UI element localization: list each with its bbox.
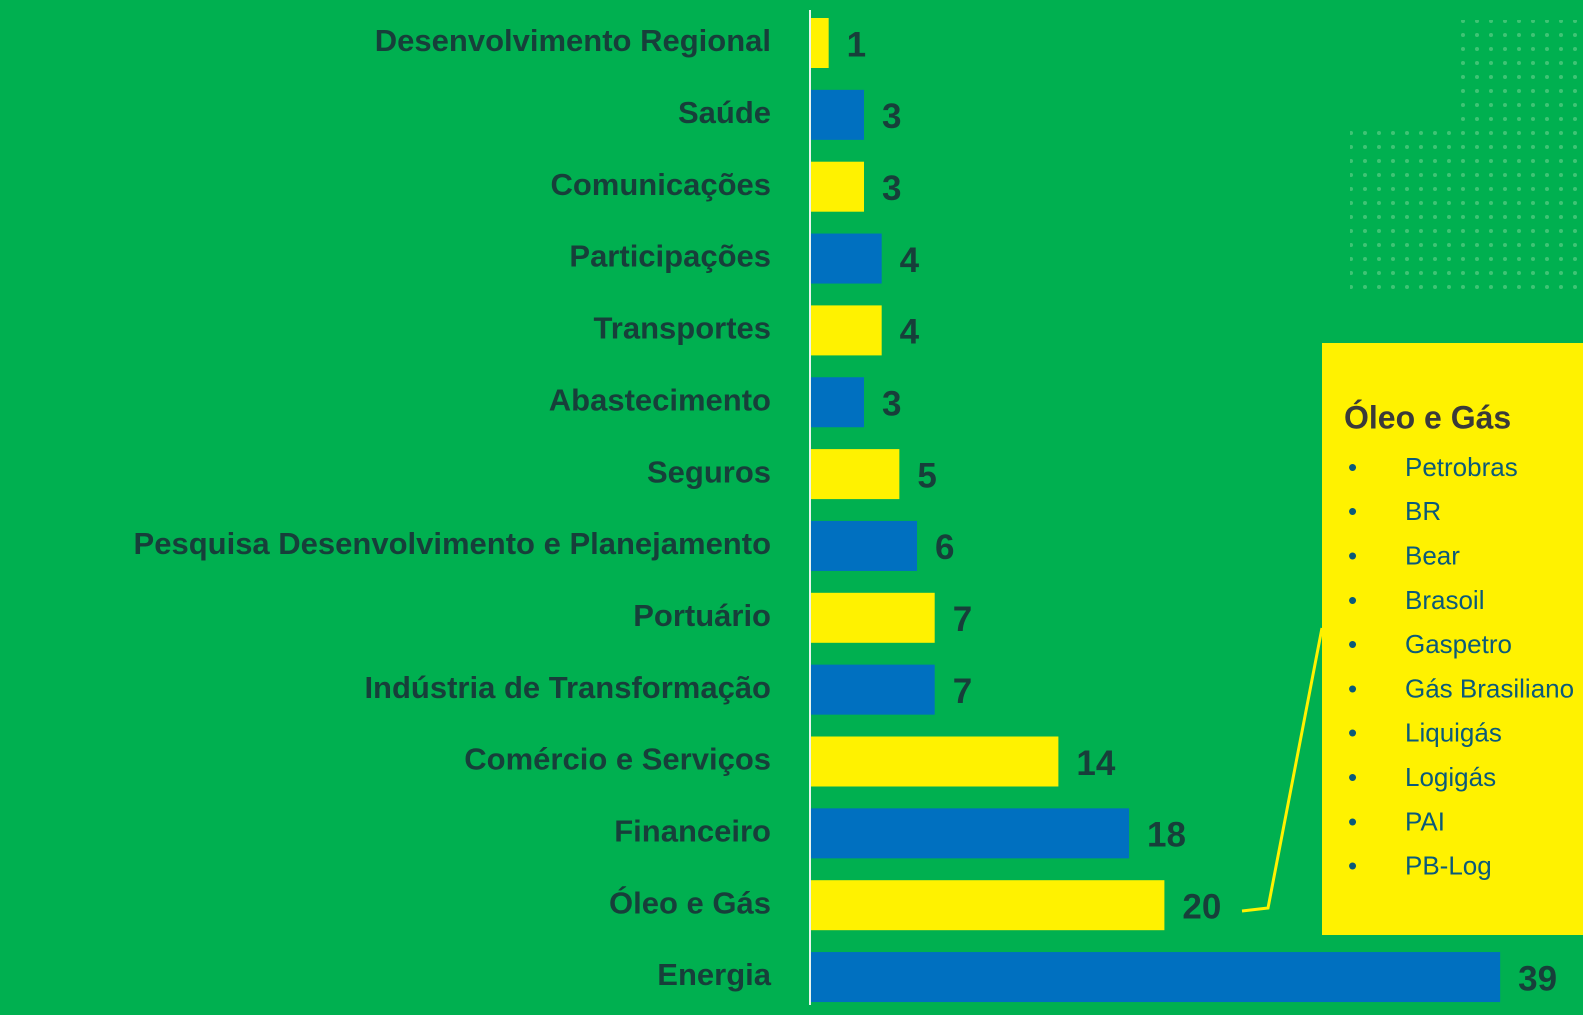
annotation-item: BR: [1405, 496, 1441, 526]
dot-pattern: [1350, 130, 1583, 290]
category-label: Pesquisa Desenvolvimento e Planejamento: [134, 526, 771, 561]
bullet: •: [1348, 452, 1357, 482]
bar: [811, 89, 865, 140]
bullet: •: [1348, 806, 1357, 836]
category-label: Saúde: [678, 95, 771, 130]
value-label: 14: [1076, 744, 1115, 783]
category-label: Abastecimento: [549, 382, 771, 417]
annotation-item: Petrobras: [1405, 452, 1518, 482]
annotation-connector: [1241, 627, 1324, 913]
bullet: •: [1348, 718, 1357, 748]
bullet: •: [1348, 673, 1357, 703]
category-label: Seguros: [647, 454, 771, 489]
value-label: 4: [900, 313, 920, 352]
category-label: Comércio e Serviços: [464, 742, 771, 777]
bar: [811, 305, 882, 356]
annotation-item: Bear: [1405, 540, 1460, 570]
value-label: 18: [1147, 816, 1186, 855]
bullet: •: [1348, 585, 1357, 615]
annotation-item: Liquigás: [1405, 718, 1502, 748]
annotation-title: Óleo e Gás: [1344, 399, 1511, 435]
bar: [811, 449, 900, 500]
category-label: Indústria de Transformação: [364, 670, 771, 705]
value-label: 7: [953, 672, 972, 711]
annotation-item: PB-Log: [1405, 851, 1492, 881]
value-label: 5: [917, 456, 936, 495]
bar: [811, 233, 882, 284]
bullet: •: [1348, 851, 1357, 881]
category-label: Óleo e Gás: [609, 884, 771, 920]
value-label: 1: [847, 25, 866, 64]
bullet: •: [1348, 762, 1357, 792]
bar: [811, 377, 865, 428]
category-label: Portuário: [633, 598, 771, 633]
bar: [811, 664, 935, 715]
bar: [811, 808, 1130, 859]
dot-pattern: [1460, 20, 1583, 130]
bar: [811, 161, 865, 212]
value-label: 20: [1182, 887, 1221, 926]
bar: [811, 880, 1165, 931]
annotation-item: Logigás: [1405, 762, 1496, 792]
category-label: Comunicações: [550, 167, 771, 202]
value-label: 6: [935, 528, 954, 567]
bar: [811, 520, 918, 571]
bar: [811, 736, 1059, 787]
bar: [811, 592, 935, 643]
annotation-item: Brasoil: [1405, 585, 1484, 615]
annotation-item: PAI: [1405, 806, 1445, 836]
bullet: •: [1348, 629, 1357, 659]
category-label: Transportes: [594, 311, 771, 346]
value-label: 3: [882, 97, 901, 136]
value-label: 39: [1518, 959, 1557, 998]
value-label: 4: [900, 241, 920, 280]
bar: [811, 18, 829, 68]
category-label: Desenvolvimento Regional: [375, 23, 771, 58]
value-label: 7: [953, 600, 972, 639]
bar: [811, 952, 1501, 1003]
annotation-item: Gás Brasiliano: [1405, 673, 1574, 703]
category-label: Energia: [657, 957, 771, 992]
value-label: 3: [882, 169, 901, 208]
bullet: •: [1348, 540, 1357, 570]
value-label: 3: [882, 385, 901, 424]
category-label: Participações: [569, 239, 771, 274]
annotation-box: [1322, 343, 1583, 935]
annotation-item: Gaspetro: [1405, 629, 1512, 659]
category-label: Financeiro: [614, 814, 771, 849]
bullet: •: [1348, 496, 1357, 526]
